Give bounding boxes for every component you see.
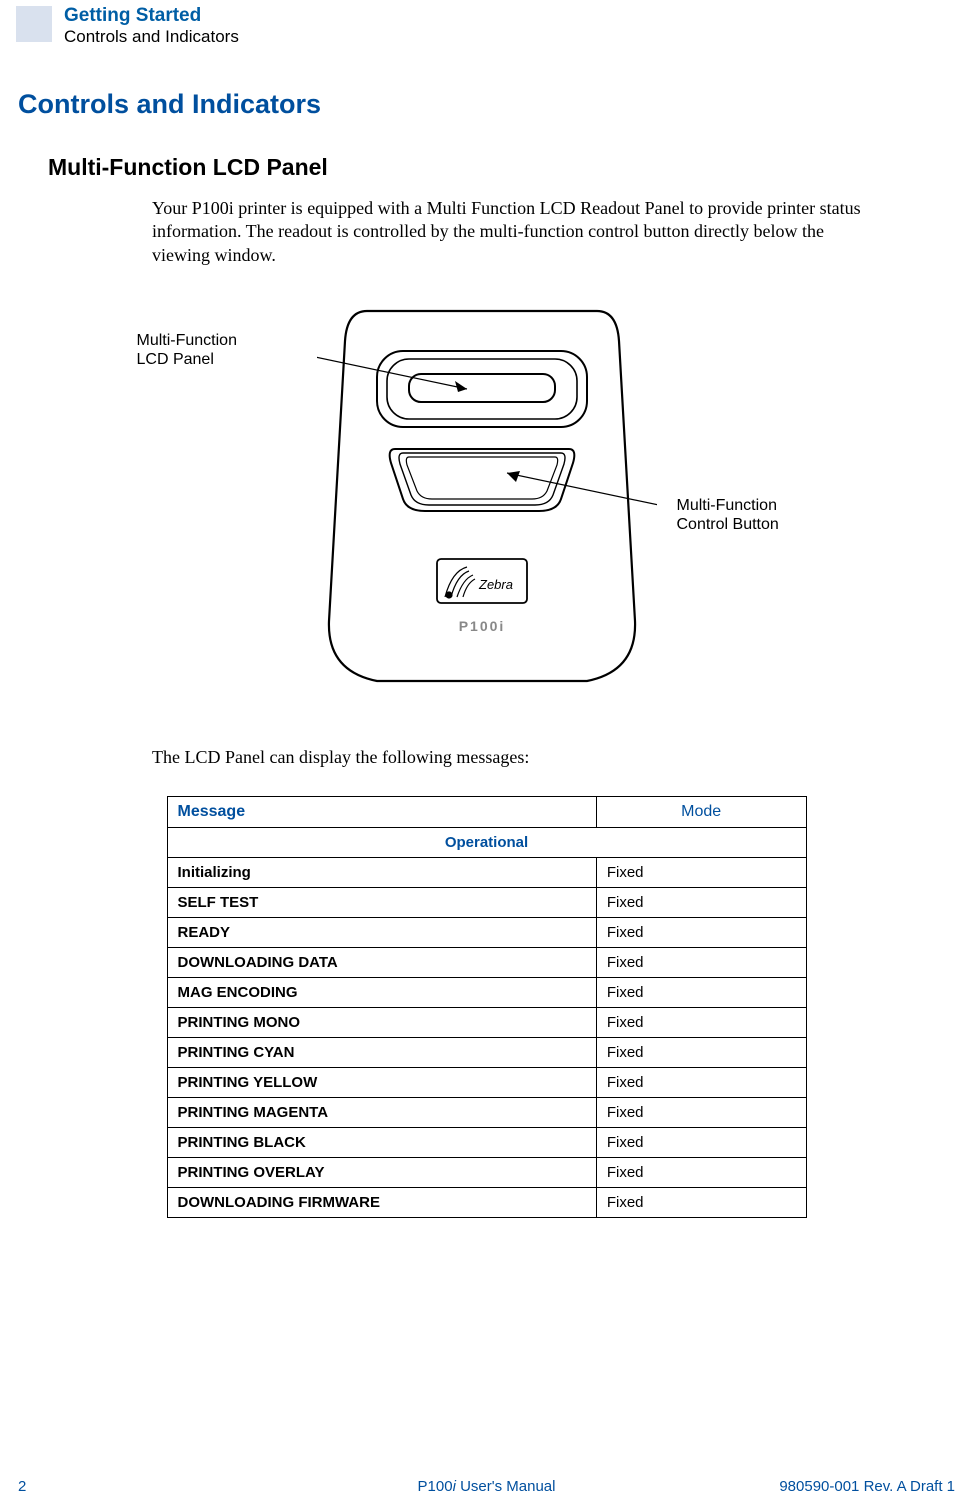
page-footer: 2 P100i User's Manual 980590-001 Rev. A … <box>0 1478 973 1495</box>
mode-cell: Fixed <box>596 1128 806 1158</box>
section-title: Controls and Indicators <box>18 89 973 120</box>
col-header-message: Message <box>167 797 596 828</box>
table-header-row: Message Mode <box>167 797 806 828</box>
table-row: PRINTING BLACKFixed <box>167 1128 806 1158</box>
msg-cell: PRINTING MONO <box>167 1008 596 1038</box>
header-subtitle: Controls and Indicators <box>64 27 239 47</box>
msg-cell: Initializing <box>167 858 596 888</box>
msg-cell: DOWNLOADING FIRMWARE <box>167 1188 596 1218</box>
callout-lcd-line1: Multi-Function <box>137 332 237 349</box>
mode-cell: Fixed <box>596 1158 806 1188</box>
msg-cell: PRINTING BLACK <box>167 1128 596 1158</box>
table-row: PRINTING MAGENTAFixed <box>167 1098 806 1128</box>
callout-lcd-line2: LCD Panel <box>137 351 214 368</box>
mode-cell: Fixed <box>596 1038 806 1068</box>
table-row: DOWNLOADING FIRMWAREFixed <box>167 1188 806 1218</box>
mode-cell: Fixed <box>596 1188 806 1218</box>
msg-cell: PRINTING OVERLAY <box>167 1158 596 1188</box>
callout-btn-line1: Multi-Function <box>677 497 777 514</box>
footer-center-prefix: P100 <box>418 1478 453 1495</box>
lcd-caption: The LCD Panel can display the following … <box>152 747 973 768</box>
msg-cell: READY <box>167 918 596 948</box>
table-row: READYFixed <box>167 918 806 948</box>
mode-cell: Fixed <box>596 1098 806 1128</box>
mode-cell: Fixed <box>596 1068 806 1098</box>
callout-control-button: Multi-Function Control Button <box>677 496 817 534</box>
msg-cell: PRINTING YELLOW <box>167 1068 596 1098</box>
table-row: PRINTING OVERLAYFixed <box>167 1158 806 1188</box>
header-title: Getting Started <box>64 6 239 27</box>
col-header-mode: Mode <box>596 797 806 828</box>
footer-manual-title: P100i User's Manual <box>0 1478 973 1495</box>
printer-diagram: Multi-Function LCD Panel Multi-Function … <box>137 301 837 711</box>
mode-cell: Fixed <box>596 858 806 888</box>
mode-cell: Fixed <box>596 1008 806 1038</box>
callout-btn-line2: Control Button <box>677 516 779 533</box>
mode-cell: Fixed <box>596 948 806 978</box>
mode-cell: Fixed <box>596 918 806 948</box>
table-row: MAG ENCODINGFixed <box>167 978 806 1008</box>
svg-text:Zebra: Zebra <box>478 577 513 592</box>
product-label: P100i <box>458 618 505 634</box>
table-row: PRINTING YELLOWFixed <box>167 1068 806 1098</box>
subsection-title: Multi-Function LCD Panel <box>48 154 973 181</box>
header-accent-box <box>16 6 52 42</box>
intro-paragraph: Your P100i printer is equipped with a Mu… <box>152 197 873 267</box>
msg-cell: PRINTING MAGENTA <box>167 1098 596 1128</box>
lcd-messages-table: Message Mode Operational InitializingFix… <box>167 796 807 1218</box>
mode-cell: Fixed <box>596 888 806 918</box>
table-row: SELF TESTFixed <box>167 888 806 918</box>
msg-cell: SELF TEST <box>167 888 596 918</box>
msg-cell: PRINTING CYAN <box>167 1038 596 1068</box>
footer-center-suffix: User's Manual <box>456 1478 556 1495</box>
header-text: Getting Started Controls and Indicators <box>64 6 239 47</box>
callout-lcd-panel: Multi-Function LCD Panel <box>137 331 277 369</box>
section-operational: Operational <box>167 828 806 858</box>
printer-illustration: Zebra P100i <box>317 301 657 701</box>
table-row: PRINTING MONOFixed <box>167 1008 806 1038</box>
page-header: Getting Started Controls and Indicators <box>0 0 973 47</box>
mode-cell: Fixed <box>596 978 806 1008</box>
msg-cell: MAG ENCODING <box>167 978 596 1008</box>
table-section-row: Operational <box>167 828 806 858</box>
table-row: InitializingFixed <box>167 858 806 888</box>
table-row: DOWNLOADING DATAFixed <box>167 948 806 978</box>
msg-cell: DOWNLOADING DATA <box>167 948 596 978</box>
table-row: PRINTING CYANFixed <box>167 1038 806 1068</box>
